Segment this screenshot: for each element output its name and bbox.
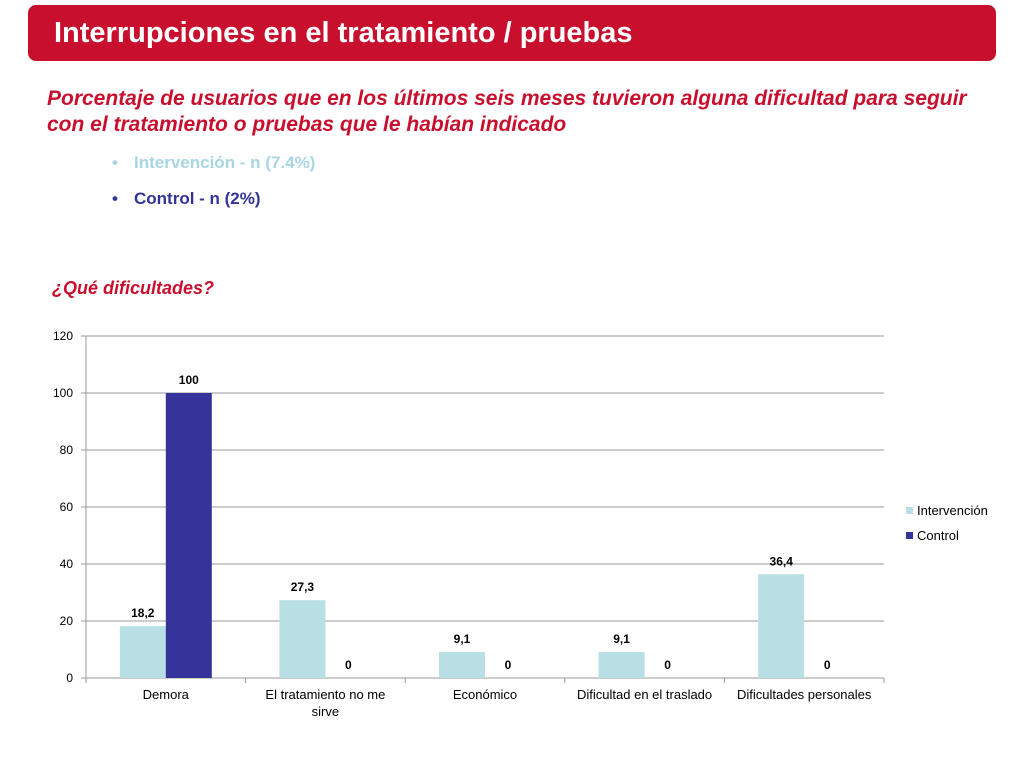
data-label: 27,3 — [291, 580, 315, 594]
category-label: El tratamiento no me — [265, 687, 385, 702]
legend-label: Control — [917, 528, 959, 543]
y-tick-label: 120 — [53, 329, 73, 343]
category-label: Demora — [143, 687, 190, 702]
bullet-list: • Intervención - n (7.4%) • Control - n … — [112, 150, 315, 222]
category-label: sirve — [312, 704, 339, 719]
y-tick-label: 60 — [60, 500, 74, 514]
question-heading: ¿Qué dificultades? — [52, 278, 215, 298]
legend-swatch — [906, 507, 913, 514]
header-bar: Interrupciones en el tratamiento / prueb… — [28, 5, 996, 61]
bullet-intervencion: • Intervención - n (7.4%) — [112, 150, 315, 186]
bullet-dot-icon: • — [112, 189, 118, 208]
y-tick-label: 100 — [53, 386, 73, 400]
category-label: Dificultades personales — [737, 687, 872, 702]
bullet-control: • Control - n (2%) — [112, 186, 315, 222]
bullet-intervencion-text: Intervención - n (7.4%) — [134, 153, 316, 172]
bar-intervencion — [758, 574, 805, 678]
bullet-control-text: Control - n (2%) — [134, 189, 261, 208]
data-label: 9,1 — [613, 632, 630, 646]
data-label: 9,1 — [454, 632, 471, 646]
bar-intervencion — [279, 600, 326, 678]
category-label: Económico — [453, 687, 517, 702]
y-tick-label: 20 — [60, 614, 74, 628]
data-label: 0 — [345, 658, 352, 672]
subtitle: Porcentaje de usuarios que en los último… — [47, 87, 967, 136]
data-label: 36,4 — [770, 554, 794, 568]
bar-control — [165, 393, 212, 678]
y-tick-label: 40 — [60, 557, 74, 571]
page-title: Interrupciones en el tratamiento / prueb… — [54, 17, 633, 49]
data-label: 0 — [664, 658, 671, 672]
data-label: 18,2 — [131, 606, 155, 620]
data-label: 0 — [505, 658, 512, 672]
bar-intervencion — [598, 652, 645, 678]
category-label: Dificultad en el traslado — [577, 687, 712, 702]
y-tick-label: 80 — [60, 443, 74, 457]
data-label: 100 — [179, 373, 199, 387]
legend-swatch — [906, 532, 913, 539]
bar-intervencion — [119, 626, 166, 678]
bullet-dot-icon: • — [112, 153, 118, 172]
legend-label: Intervención — [917, 503, 988, 518]
bar-intervencion — [439, 652, 485, 678]
data-label: 0 — [824, 658, 831, 672]
y-tick-label: 0 — [66, 671, 73, 685]
